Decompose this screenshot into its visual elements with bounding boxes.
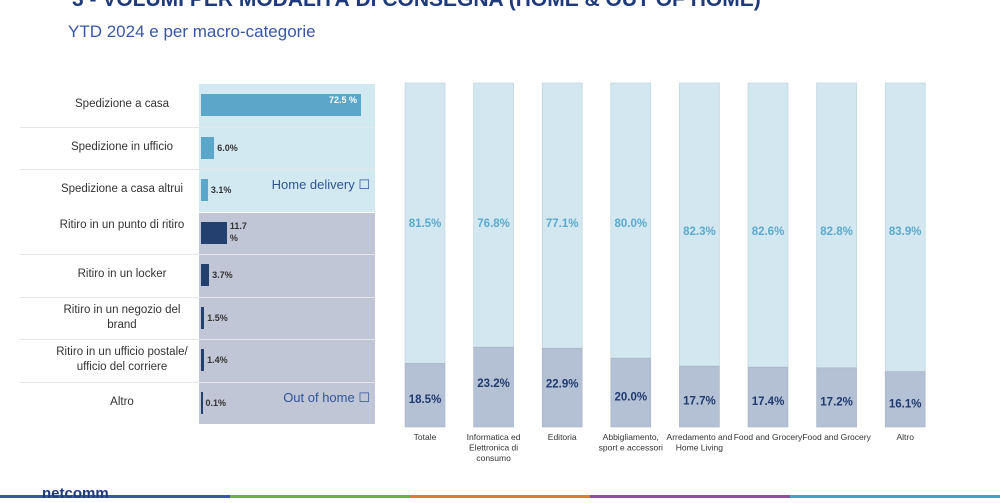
out-of-home-segment xyxy=(679,365,720,428)
row-separator xyxy=(20,254,375,255)
category-label: Altro xyxy=(896,432,914,442)
home-delivery-segment xyxy=(473,82,514,348)
out-of-home-segment xyxy=(473,346,514,428)
home-delivery-segment xyxy=(884,82,926,372)
row-label: Spedizione a casa altrui xyxy=(60,183,184,195)
category-label: Abbigliamento, sport e accessori xyxy=(599,432,663,453)
home-delivery-segment xyxy=(541,82,583,349)
out-value-label: 22.9% xyxy=(546,379,579,391)
bar-out xyxy=(201,391,203,414)
row-label: Ritiro in un locker xyxy=(77,268,167,280)
page-title: 3 - VOLUMI PER MODALITÀ DI CONSEGNA (HOM… xyxy=(72,0,761,12)
row-separator xyxy=(20,296,375,298)
row-separator xyxy=(20,169,375,170)
row-label: Ritiro in un ufficio postale/ ufficio de… xyxy=(56,346,188,373)
out-of-home-segment xyxy=(541,347,583,428)
bar-value-label: 0.1% xyxy=(205,397,227,408)
footer-color-band xyxy=(0,485,1000,498)
company-logo: netcomm xyxy=(42,485,109,502)
bar-value-label: 1.4% xyxy=(207,355,228,365)
out-of-home-segment xyxy=(747,366,789,428)
bar-out xyxy=(201,221,227,244)
category-label: Food and Grocery xyxy=(802,432,871,442)
home-delivery-segment xyxy=(816,82,857,369)
home-value-label: 81.5% xyxy=(409,218,442,230)
row-label: Spedizione a casa xyxy=(75,98,169,110)
category-label: Arredamento and Home Living xyxy=(667,432,733,453)
home-value-label: 82.3% xyxy=(683,226,716,238)
home-delivery-segment xyxy=(747,82,789,368)
out-value-label: 16.1% xyxy=(889,398,922,410)
out-of-home-zone xyxy=(199,211,375,424)
bar-value-label: 3.1% xyxy=(210,185,232,195)
bar-value-label: 72.5 % xyxy=(328,95,357,105)
bar-out xyxy=(201,264,210,286)
category-label: Informatica ed Elettronica di consumo xyxy=(467,432,521,463)
bar-home xyxy=(201,94,361,116)
row-label: Spedizione in ufficio xyxy=(70,140,174,153)
out-value-label: 17.7% xyxy=(683,396,716,408)
row-label: Altro xyxy=(110,395,134,408)
home-value-label: 82.8% xyxy=(820,226,853,238)
home-value-label: 83.9% xyxy=(889,226,922,238)
title-bar: 3 - VOLUMI PER MODALITÀ DI CONSEGNA (HOM… xyxy=(0,0,1000,12)
out-value-label: 20.0% xyxy=(614,392,647,404)
out-of-home-segment xyxy=(404,363,446,428)
category-label: Totale xyxy=(414,432,437,442)
category-label: Editoria xyxy=(548,432,577,442)
home-delivery-segment xyxy=(610,82,652,359)
out-of-home-label: Out of home ☐ xyxy=(283,389,370,405)
out-value-label: 23.2% xyxy=(477,378,510,390)
home-value-label: 82.6% xyxy=(752,226,785,238)
row-separator xyxy=(20,126,375,128)
row-separator xyxy=(20,339,375,340)
category-stacked-chart: 81.5% 18.5% Totale 76.8% 23.2% Informatica ed… xyxy=(404,82,926,463)
row-label: Ritiro in un punto di ritiro xyxy=(59,218,185,231)
out-of-home-segment xyxy=(884,371,926,428)
bar-value-label: 11.7 % xyxy=(229,220,247,243)
home-delivery-segment xyxy=(404,82,446,364)
home-delivery-label: Home delivery ☐ xyxy=(271,177,370,192)
bar-out xyxy=(201,306,205,329)
home-value-label: 80.0% xyxy=(614,218,647,230)
out-value-label: 17.4% xyxy=(752,396,785,408)
home-delivery-segment xyxy=(679,82,720,367)
bar-out xyxy=(201,349,205,371)
out-value-label: 17.2% xyxy=(820,396,853,408)
out-of-home-segment xyxy=(610,357,652,428)
row-separator xyxy=(20,211,375,213)
bar-value-label: 6.0% xyxy=(217,142,238,153)
bar-home xyxy=(201,179,208,201)
category-label: Food and Grocery xyxy=(734,432,803,442)
home-value-label: 76.8% xyxy=(477,218,510,230)
bar-value-label: 1.5% xyxy=(207,312,228,323)
row-label: Ritiro in un negozio del brand xyxy=(63,303,181,331)
home-value-label: 77.1% xyxy=(546,218,579,230)
page-subtitle: YTD 2024 e per macro-categorie xyxy=(68,22,316,41)
bar-value-label: 3.7% xyxy=(212,270,233,280)
out-of-home-segment xyxy=(816,367,857,428)
row-separator xyxy=(20,381,375,383)
out-value-label: 18.5% xyxy=(409,394,442,406)
bar-home xyxy=(201,136,215,159)
